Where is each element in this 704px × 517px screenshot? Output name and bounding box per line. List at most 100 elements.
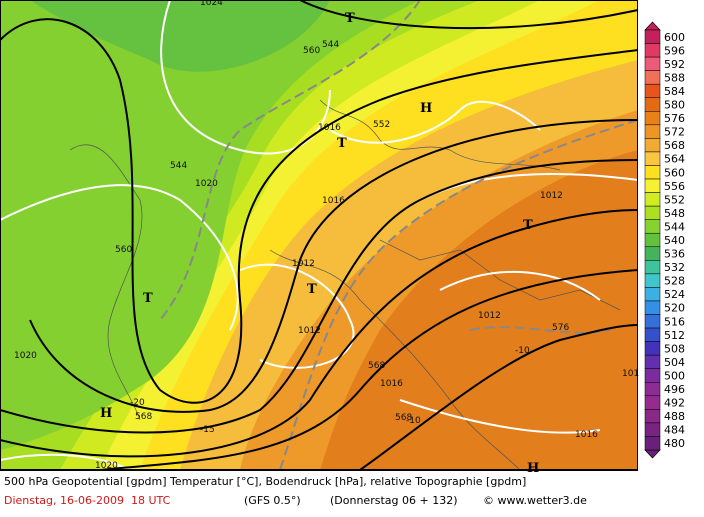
contour-label: 1016 [318, 123, 341, 133]
map-labels: 1024T560544H1016T55254410201016560T1012T… [14, 0, 639, 476]
colorbar-swatch [644, 192, 661, 207]
pressure-center: T [345, 11, 355, 26]
colorbar-swatch [644, 314, 661, 329]
colorbar-label: 504 [664, 356, 685, 369]
band-540 [30, 0, 330, 72]
contour-label: -10 [406, 416, 421, 426]
caption-date: Dienstag, 16-06-2009 18 UTC [4, 494, 171, 507]
colorbar-label: 556 [664, 180, 685, 193]
colorbar-label: 580 [664, 99, 685, 112]
colorbar-label: 548 [664, 207, 685, 220]
colorbar-label: 600 [664, 31, 685, 44]
contour-label: 101 [622, 369, 639, 379]
colorbar-label: 516 [664, 315, 685, 328]
contour-label: 560 [115, 245, 132, 255]
colorbar-label: 564 [664, 153, 685, 166]
colorbar-label: 532 [664, 261, 685, 274]
colorbar-swatch [644, 219, 661, 234]
pressure-center: T [143, 291, 153, 306]
contour-label: 560 [303, 46, 320, 56]
pressure-center: H [100, 406, 112, 421]
colorbar-swatch [644, 56, 661, 71]
colorbar-label: 528 [664, 275, 685, 288]
colorbar-label: 584 [664, 85, 685, 98]
colorbar-swatch [644, 124, 661, 139]
colorbar-swatch [644, 354, 661, 369]
contour-label: 1012 [478, 311, 501, 321]
contour-label: -20 [130, 398, 145, 408]
contour-label: 1016 [575, 430, 598, 440]
colorbar-swatch [644, 246, 661, 261]
colorbar-label: 492 [664, 397, 685, 410]
colorbar-swatch [644, 151, 661, 166]
contour-label: 544 [170, 161, 187, 171]
colorbar-swatch [644, 97, 661, 112]
contour-label: -10 [515, 346, 530, 356]
colorbar-swatch [644, 111, 661, 126]
colorbar-swatch [644, 287, 661, 302]
contour-label: 568 [395, 413, 412, 423]
colorbar-swatch [644, 232, 661, 248]
contour-label: 568 [368, 361, 385, 371]
colorbar-swatch [644, 300, 661, 315]
caption: 500 hPa Geopotential [gpdm] Temperatur [… [0, 470, 638, 507]
caption-line1: 500 hPa Geopotential [gpdm] Temperatur [… [4, 475, 526, 488]
colorbar-swatch [644, 409, 661, 424]
colorbar-label: 576 [664, 112, 685, 125]
colorbar-swatch [644, 395, 661, 410]
pressure-center: T [523, 218, 533, 233]
colorbar-swatch [644, 138, 661, 153]
contour-label: 1012 [292, 259, 315, 269]
colorbar-swatch [644, 436, 661, 451]
map [0, 0, 639, 471]
map-border [0, 0, 638, 470]
colorbar-swatch [644, 178, 661, 193]
colorbar-label: 596 [664, 44, 685, 57]
contour-label: 1020 [14, 351, 37, 361]
pressure-center: T [337, 136, 347, 151]
colorbar-label: 484 [664, 424, 685, 437]
contour-label: 1020 [195, 179, 218, 189]
colorbar: 6005965925885845805765725685645605565525… [644, 21, 685, 459]
colorbar-swatch [644, 341, 661, 356]
pressure-center: H [527, 461, 539, 476]
contour-label: 568 [135, 412, 152, 422]
colorbar-label: 524 [664, 288, 685, 301]
pressure-center: H [420, 101, 432, 116]
colorbar-swatch [644, 70, 661, 85]
colorbar-label: 540 [664, 234, 685, 247]
pressure-center: T [307, 282, 317, 297]
caption-run: (Donnerstag 06 + 132) [330, 494, 457, 507]
colorbar-swatch [644, 83, 661, 98]
colorbar-label: 520 [664, 302, 685, 315]
colorbar-label: 508 [664, 342, 685, 355]
colorbar-label: 536 [664, 248, 685, 261]
colorbar-swatch [644, 260, 661, 275]
colorbar-label: 572 [664, 126, 685, 139]
colorbar-label: 592 [664, 58, 685, 71]
colorbar-swatch [644, 273, 661, 288]
colorbar-swatch [644, 368, 661, 383]
band-544 [0, 0, 420, 450]
contour-label: 1024 [200, 0, 223, 8]
colorbar-label: 500 [664, 369, 685, 382]
contour-label: 1016 [380, 379, 403, 389]
contour-label: 1012 [298, 326, 321, 336]
colorbar-label: 496 [664, 383, 685, 396]
colorbar-swatch [644, 205, 661, 220]
contour-label: 1016 [322, 196, 345, 206]
caption-source: © www.wetter3.de [483, 494, 587, 507]
colorbar-label: 480 [664, 437, 685, 450]
colorbar-label: 560 [664, 166, 685, 179]
colorbar-swatch [644, 422, 661, 437]
colorbar-label: 588 [664, 71, 685, 84]
colorbar-label: 544 [664, 220, 685, 233]
caption-model: (GFS 0.5°) [244, 494, 301, 507]
contour-label: 544 [322, 40, 339, 50]
contour-label: 576 [552, 323, 569, 333]
colorbar-label: 568 [664, 139, 685, 152]
colorbar-label: 488 [664, 410, 685, 423]
geopotential-lines [0, 0, 639, 471]
contour-label: 1012 [540, 191, 563, 201]
